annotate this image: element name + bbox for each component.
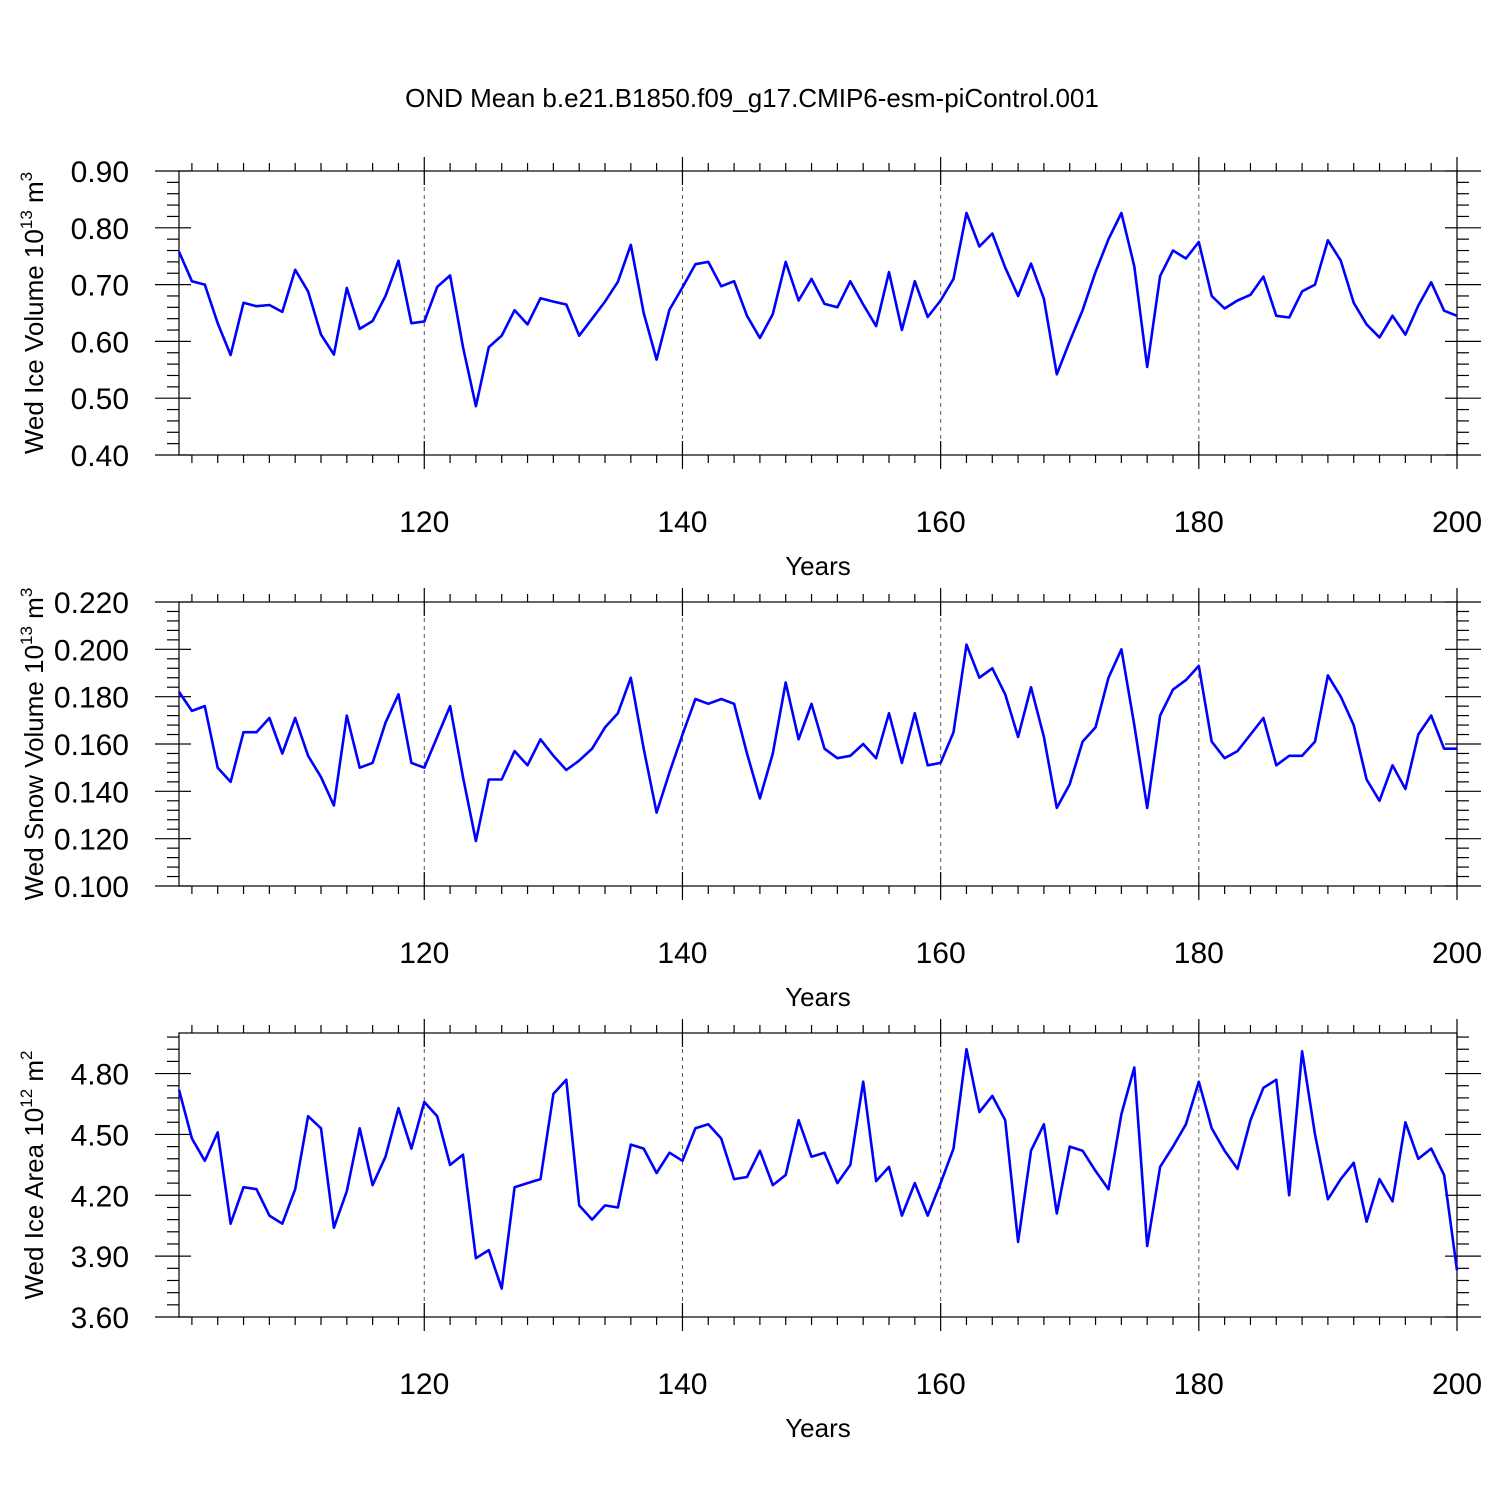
y-tick-label: 0.70	[71, 270, 129, 303]
x-axis-label: Years	[785, 1413, 851, 1443]
y-tick-label: 0.200	[54, 634, 129, 667]
y-tick-label: 4.20	[71, 1180, 129, 1213]
x-tick-label: 200	[1432, 506, 1482, 539]
series-line	[177, 211, 1458, 408]
plot-frame	[178, 170, 1458, 456]
y-tick-label: 3.60	[71, 1302, 129, 1335]
y-tick-label: 0.160	[54, 729, 129, 762]
panel-1: 0.40 0.50 0.60 0.70 0.80 0.90 120 140 160 180 200 Y…	[17, 156, 1482, 581]
plot-frame	[178, 1032, 1458, 1318]
series-line	[177, 1047, 1459, 1290]
y-tick-label: 4.50	[71, 1119, 129, 1152]
x-axis-label: Years	[785, 982, 851, 1012]
y-tick-label: 0.50	[71, 383, 129, 416]
y-tick-label: 0.120	[54, 824, 129, 857]
plot-frame	[178, 601, 1458, 887]
x-tick-label: 120	[399, 1368, 449, 1401]
y-axis-label: Wed Snow Volume 1013 m3	[17, 588, 49, 901]
x-tick-label: 180	[1174, 1368, 1224, 1401]
x-tick-label: 160	[916, 937, 966, 970]
y-tick-label: 0.100	[54, 871, 129, 904]
y-tick-label: 0.220	[54, 587, 129, 620]
x-axis-label: Years	[785, 551, 851, 581]
x-tick-label: 200	[1432, 1368, 1482, 1401]
y-tick-label: 0.140	[54, 776, 129, 809]
panel-3: 3.60 3.90 4.20 4.50 4.80 120 140 160 180 200 Years…	[17, 1019, 1482, 1443]
y-tick-label: 0.60	[71, 326, 129, 359]
x-tick-label: 200	[1432, 937, 1482, 970]
y-tick-label: 0.40	[71, 440, 129, 473]
y-tick-label: 0.90	[71, 156, 129, 189]
x-tick-label: 140	[657, 1368, 707, 1401]
series-line	[177, 643, 1457, 843]
x-tick-label: 160	[916, 506, 966, 539]
figure-title: OND Mean b.e21.B1850.f09_g17.CMIP6-esm-p…	[405, 83, 1099, 113]
y-axis-label: Wed Ice Area 1012 m2	[17, 1050, 49, 1299]
x-tick-label: 120	[399, 937, 449, 970]
y-tick-label: 0.180	[54, 682, 129, 715]
x-tick-label: 180	[1174, 506, 1224, 539]
y-axis-label: Wed Ice Volume 1013 m3	[17, 172, 49, 454]
x-tick-label: 120	[399, 506, 449, 539]
x-tick-label: 180	[1174, 937, 1224, 970]
panel-2: 0.100 0.120 0.140 0.160 0.180 0.200 0.220 120 14…	[17, 587, 1482, 1012]
y-tick-label: 3.90	[71, 1241, 129, 1274]
x-tick-label: 140	[657, 506, 707, 539]
y-tick-label: 4.80	[71, 1059, 129, 1092]
x-tick-label: 140	[657, 937, 707, 970]
panels-container: 0.40 0.50 0.60 0.70 0.80 0.90 120 140 160 180 200 Y…	[17, 156, 1482, 1443]
y-tick-label: 0.80	[71, 213, 129, 246]
x-tick-label: 160	[916, 1368, 966, 1401]
